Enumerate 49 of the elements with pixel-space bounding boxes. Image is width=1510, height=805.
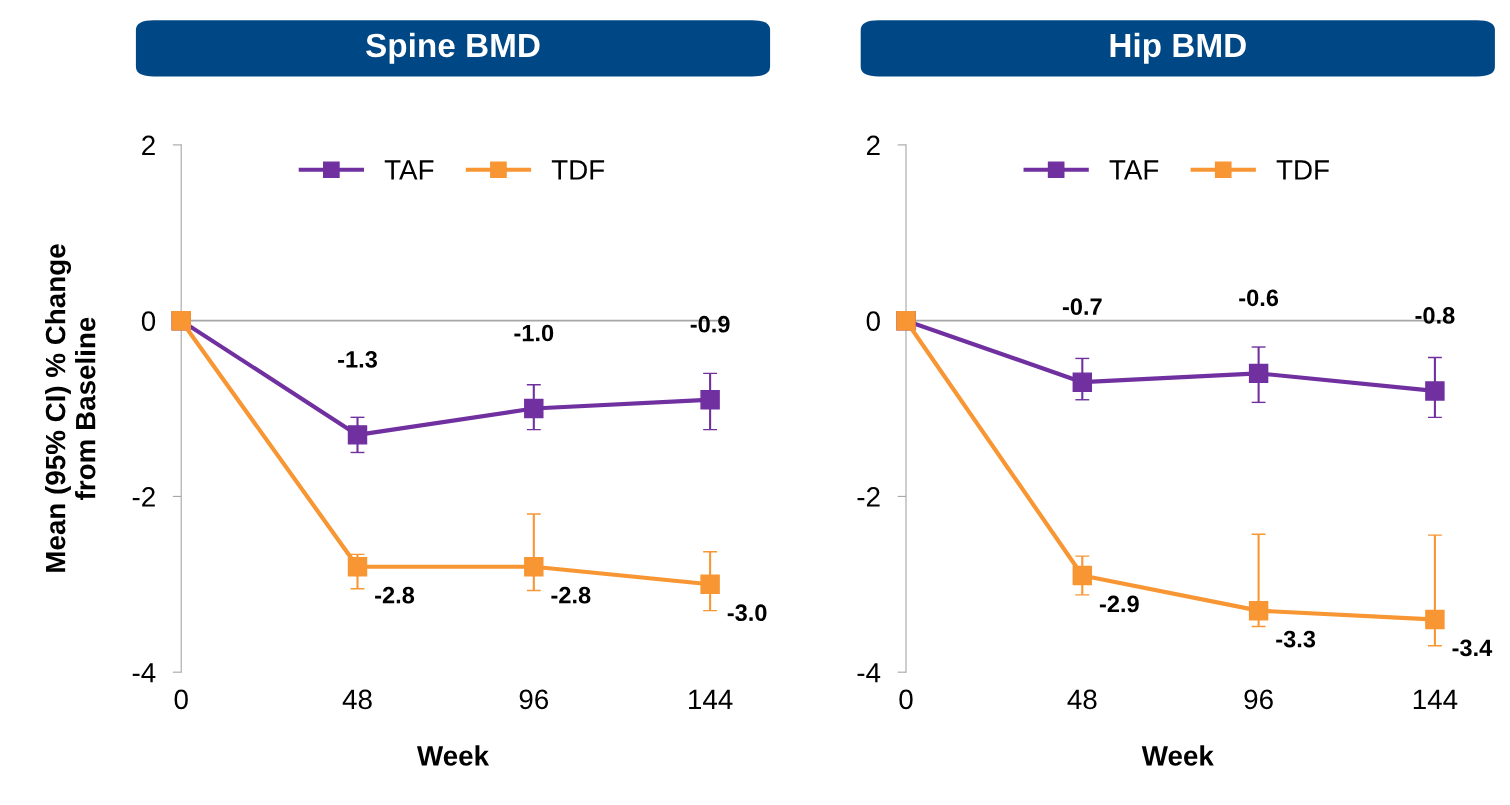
y-axis-title: Mean (95% CI) % Change from Baseline: [45, 244, 96, 572]
x-tick-label: 144: [689, 689, 733, 709]
point: [1425, 609, 1445, 630]
y-tick-label: -2: [132, 487, 155, 507]
data-label: -2.8: [551, 586, 591, 604]
point: [700, 574, 720, 595]
point: [700, 390, 720, 410]
x-tick-label: 0: [174, 689, 188, 710]
legend-label: TAF: [384, 160, 434, 180]
y-tick-label: 2: [142, 135, 155, 155]
point: [347, 425, 368, 445]
data-label: -1.3: [338, 351, 377, 368]
point: [1072, 565, 1093, 586]
data-label: -3.0: [727, 604, 767, 622]
legend-label: TAF: [1109, 160, 1159, 180]
point: [1248, 600, 1269, 621]
x-tick-label: 96: [1244, 689, 1273, 710]
x-tick-label: 48: [1067, 689, 1097, 710]
x-axis-title: Week: [416, 745, 490, 766]
data-label: -1.0: [514, 324, 554, 342]
x-axis-title: Week: [1141, 745, 1214, 766]
data-label: -0.6: [1239, 289, 1279, 307]
y-tick-label: -2: [857, 487, 880, 507]
point: [524, 398, 544, 419]
data-label: -2.9: [1099, 595, 1139, 613]
y-tick-label: 2: [866, 135, 880, 155]
point: [1248, 363, 1269, 384]
chart-title: Hip BMD: [1110, 32, 1246, 64]
legend-label: TDF: [1276, 160, 1329, 180]
data-label: -2.8: [375, 586, 415, 604]
data-label: -3.4: [1452, 639, 1493, 657]
data-label: -0.7: [1062, 298, 1102, 316]
y-tick-label: -4: [857, 663, 881, 683]
y-tick-label: -4: [132, 663, 156, 683]
y-tick-label: 0: [866, 311, 880, 331]
x-tick-label: 144: [1413, 689, 1458, 709]
legend-label: TDF: [551, 160, 605, 180]
point: [1072, 372, 1093, 392]
point: [347, 556, 368, 577]
x-tick-label: 96: [519, 689, 549, 710]
x-tick-label: 0: [899, 689, 913, 710]
data-label: -3.3: [1276, 630, 1316, 648]
y-tick-label: 0: [141, 311, 156, 331]
x-tick-label: 48: [342, 689, 372, 710]
data-label: -0.9: [690, 315, 730, 333]
point: [524, 556, 544, 577]
data-label: -0.8: [1415, 307, 1455, 324]
point: [1425, 381, 1445, 401]
chart-title: Spine BMD: [366, 32, 540, 64]
